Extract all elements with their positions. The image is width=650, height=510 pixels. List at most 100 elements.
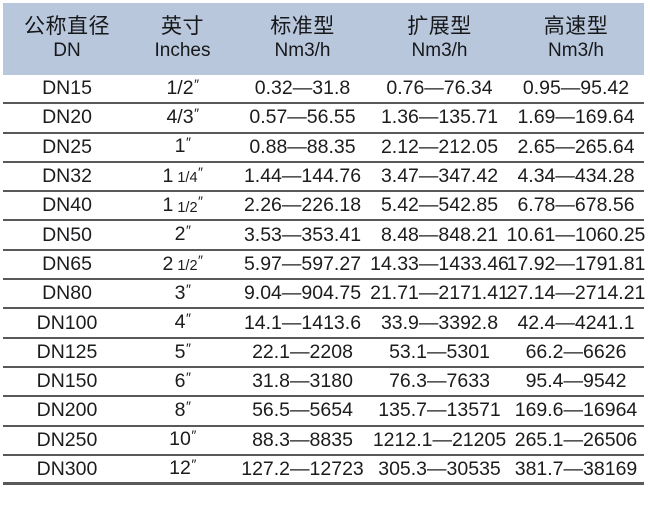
table-row: DN100 4 ″ 14.1—1413.6 33.9—3392.8 42.4—4241.1: [3, 309, 644, 339]
inch-mark-icon: ″: [198, 193, 203, 210]
inch-fraction: 1/2: [177, 199, 198, 216]
cell-inches: 4 ″: [131, 309, 234, 336]
cell-standard-type-flow: 2.26—226.18: [243, 194, 362, 217]
table-row: DN15 1/2 ″ 0.32—31.8 0.76—76.34 0.95—95.42: [3, 75, 644, 105]
cell-nominal-diameter: DN50: [42, 223, 92, 246]
inch-value: 4/3 ″: [166, 105, 199, 129]
cell-high-speed-type-flow: 265.1—26506: [514, 428, 638, 451]
cell-inches: 5 ″: [131, 339, 234, 366]
cell-extended-type-flow: 14.33—1433.46: [370, 252, 509, 275]
cell-nominal-diameter: DN20: [42, 106, 92, 129]
inch-mark-icon: ″: [185, 134, 191, 151]
cell-extended-type-flow: 305.3—30535: [378, 457, 501, 480]
cell-standard-type-flow: 5.97—597.27: [243, 252, 362, 275]
inch-fraction: 1/2: [177, 258, 198, 275]
cell-nominal-diameter: DN125: [36, 340, 98, 363]
inch-value: 1 1/2 ″: [162, 193, 204, 217]
cell-inches: 6 ″: [131, 368, 234, 395]
cell-standard-type-flow: 31.8—3180: [252, 370, 353, 393]
column-header-standard-type: 标准型 Nm3/h: [234, 16, 371, 61]
inch-value: 12 ″: [169, 456, 196, 479]
cell-inches: 10 ″: [131, 427, 234, 454]
cell-nominal-diameter: DN15: [42, 77, 92, 100]
cell-high-speed-type-flow: 27.14—2714.21: [506, 282, 646, 305]
cell-nominal-diameter: DN80: [42, 282, 92, 305]
inch-fraction: 1/4: [177, 170, 198, 187]
inch-mark-icon: ″: [194, 105, 199, 122]
cell-inches: 1 ″: [131, 134, 234, 161]
column-header-standard-type-unit: Nm3/h: [274, 40, 331, 62]
table-row: DN250 10 ″ 88.3—8835 1212.1—21205 265.1—26506: [3, 427, 644, 456]
cell-standard-type-flow: 0.32—31.8: [254, 77, 351, 100]
cell-standard-type-flow: 0.88—88.35: [249, 135, 356, 158]
inch-mark-icon: ″: [198, 251, 203, 268]
inch-fraction: 5: [174, 340, 186, 363]
inch-mark-icon: ″: [198, 163, 203, 180]
cell-high-speed-type-flow: 42.4—4241.1: [517, 311, 635, 334]
cell-inches: 4/3 ″: [131, 104, 234, 131]
cell-extended-type-flow: 21.71—2171.41: [370, 282, 509, 305]
table-row: DN80 3 ″ 9.04—904.75 21.71—2171.41 27.14—2714…: [3, 280, 646, 310]
inch-mark-icon: ″: [191, 456, 196, 473]
cell-nominal-diameter: DN150: [36, 370, 98, 393]
cell-inches: 3 ″: [131, 280, 234, 307]
cell-high-speed-type-flow: 4.34—434.28: [517, 165, 635, 188]
inch-fraction: 4/3: [166, 106, 194, 129]
table-row: DN125 5 ″ 22.1—2208 53.1—5301 66.2—6626: [3, 339, 644, 368]
cell-nominal-diameter: DN200: [36, 399, 98, 422]
column-header-high-speed-type-unit: Nm3/h: [548, 40, 604, 62]
table-row: DN200 8 ″ 56.5—5654 135.7—13571 169.6—16964: [3, 397, 644, 427]
table-row: DN20 4/3 ″ 0.57—56.55 1.36—135.71 1.69—169.64: [3, 104, 644, 134]
cell-high-speed-type-flow: 10.61—1060.25: [506, 223, 646, 246]
inch-value: 1 1/4 ″: [162, 163, 204, 187]
cell-standard-type-flow: 56.5—5654: [252, 399, 353, 422]
cell-high-speed-type-flow: 66.2—6626: [525, 340, 627, 363]
cell-high-speed-type-flow: 1.69—169.64: [517, 106, 635, 129]
inch-mark-icon: ″: [185, 339, 191, 356]
table-body: DN15 1/2 ″ 0.32—31.8 0.76—76.34 0.95—95.42 DN2…: [3, 75, 646, 486]
column-header-nominal-diameter-en: DN: [53, 40, 81, 62]
cell-extended-type-flow: 53.1—5301: [389, 340, 490, 363]
cell-inches: 1/2 ″: [131, 75, 234, 102]
inch-value: 1 ″: [174, 134, 191, 158]
inch-fraction: 1: [174, 135, 186, 158]
inch-fraction: 8: [174, 399, 186, 422]
column-header-inches: 英寸 Inches: [131, 16, 234, 61]
column-header-nominal-diameter-cn: 公称直径: [24, 15, 110, 39]
table-row: DN150 6 ″ 31.8—3180 76.3—7633 95.4—9542: [3, 368, 644, 398]
cell-standard-type-flow: 9.04—904.75: [243, 282, 362, 305]
inch-fraction: 3: [174, 281, 186, 304]
column-header-high-speed-type: 高速型 Nm3/h: [508, 16, 644, 61]
inch-whole-number: 1: [162, 194, 174, 217]
inch-mark-icon: ″: [194, 75, 199, 92]
inch-value: 10 ″: [169, 428, 196, 450]
cell-nominal-diameter: DN40: [42, 194, 92, 217]
cell-inches: 1 1/2 ″: [131, 192, 234, 219]
cell-standard-type-flow: 14.1—1413.6: [243, 311, 362, 334]
cell-high-speed-type-flow: 0.95—95.42: [522, 77, 630, 100]
column-header-extended-type-cn: 扩展型: [407, 15, 472, 39]
inch-value: 5 ″: [174, 339, 191, 363]
inch-value: 8 ″: [174, 398, 191, 422]
cell-standard-type-flow: 3.53—353.41: [243, 223, 362, 246]
inch-mark-icon: ″: [185, 222, 191, 239]
cell-standard-type-flow: 1.44—144.76: [243, 165, 362, 188]
inch-value: 2 1/2 ″: [163, 251, 204, 275]
inch-mark-icon: ″: [185, 310, 191, 327]
cell-extended-type-flow: 33.9—3392.8: [380, 311, 499, 334]
cell-nominal-diameter: DN250: [36, 428, 98, 451]
inch-mark-icon: ″: [185, 398, 191, 415]
cell-high-speed-type-flow: 17.92—1791.81: [506, 252, 646, 275]
cell-high-speed-type-flow: 169.6—16964: [514, 399, 638, 422]
cell-extended-type-flow: 3.47—347.42: [380, 165, 499, 188]
cell-extended-type-flow: 0.76—76.34: [386, 77, 493, 100]
table-row: DN50 2 ″ 3.53—353.41 8.48—848.21 10.61—1060.2…: [3, 221, 646, 251]
cell-standard-type-flow: 127.2—12723: [241, 457, 364, 480]
table-row: DN40 1 1/2 ″ 2.26—226.18 5.42—542.85 6.78—678.…: [3, 192, 644, 222]
inch-whole-number: 1: [162, 164, 174, 187]
inch-mark-icon: ″: [185, 280, 191, 297]
cell-extended-type-flow: 1.36—135.71: [380, 106, 499, 129]
inch-value: 4 ″: [175, 310, 191, 333]
cell-inches: 8 ″: [131, 397, 234, 424]
